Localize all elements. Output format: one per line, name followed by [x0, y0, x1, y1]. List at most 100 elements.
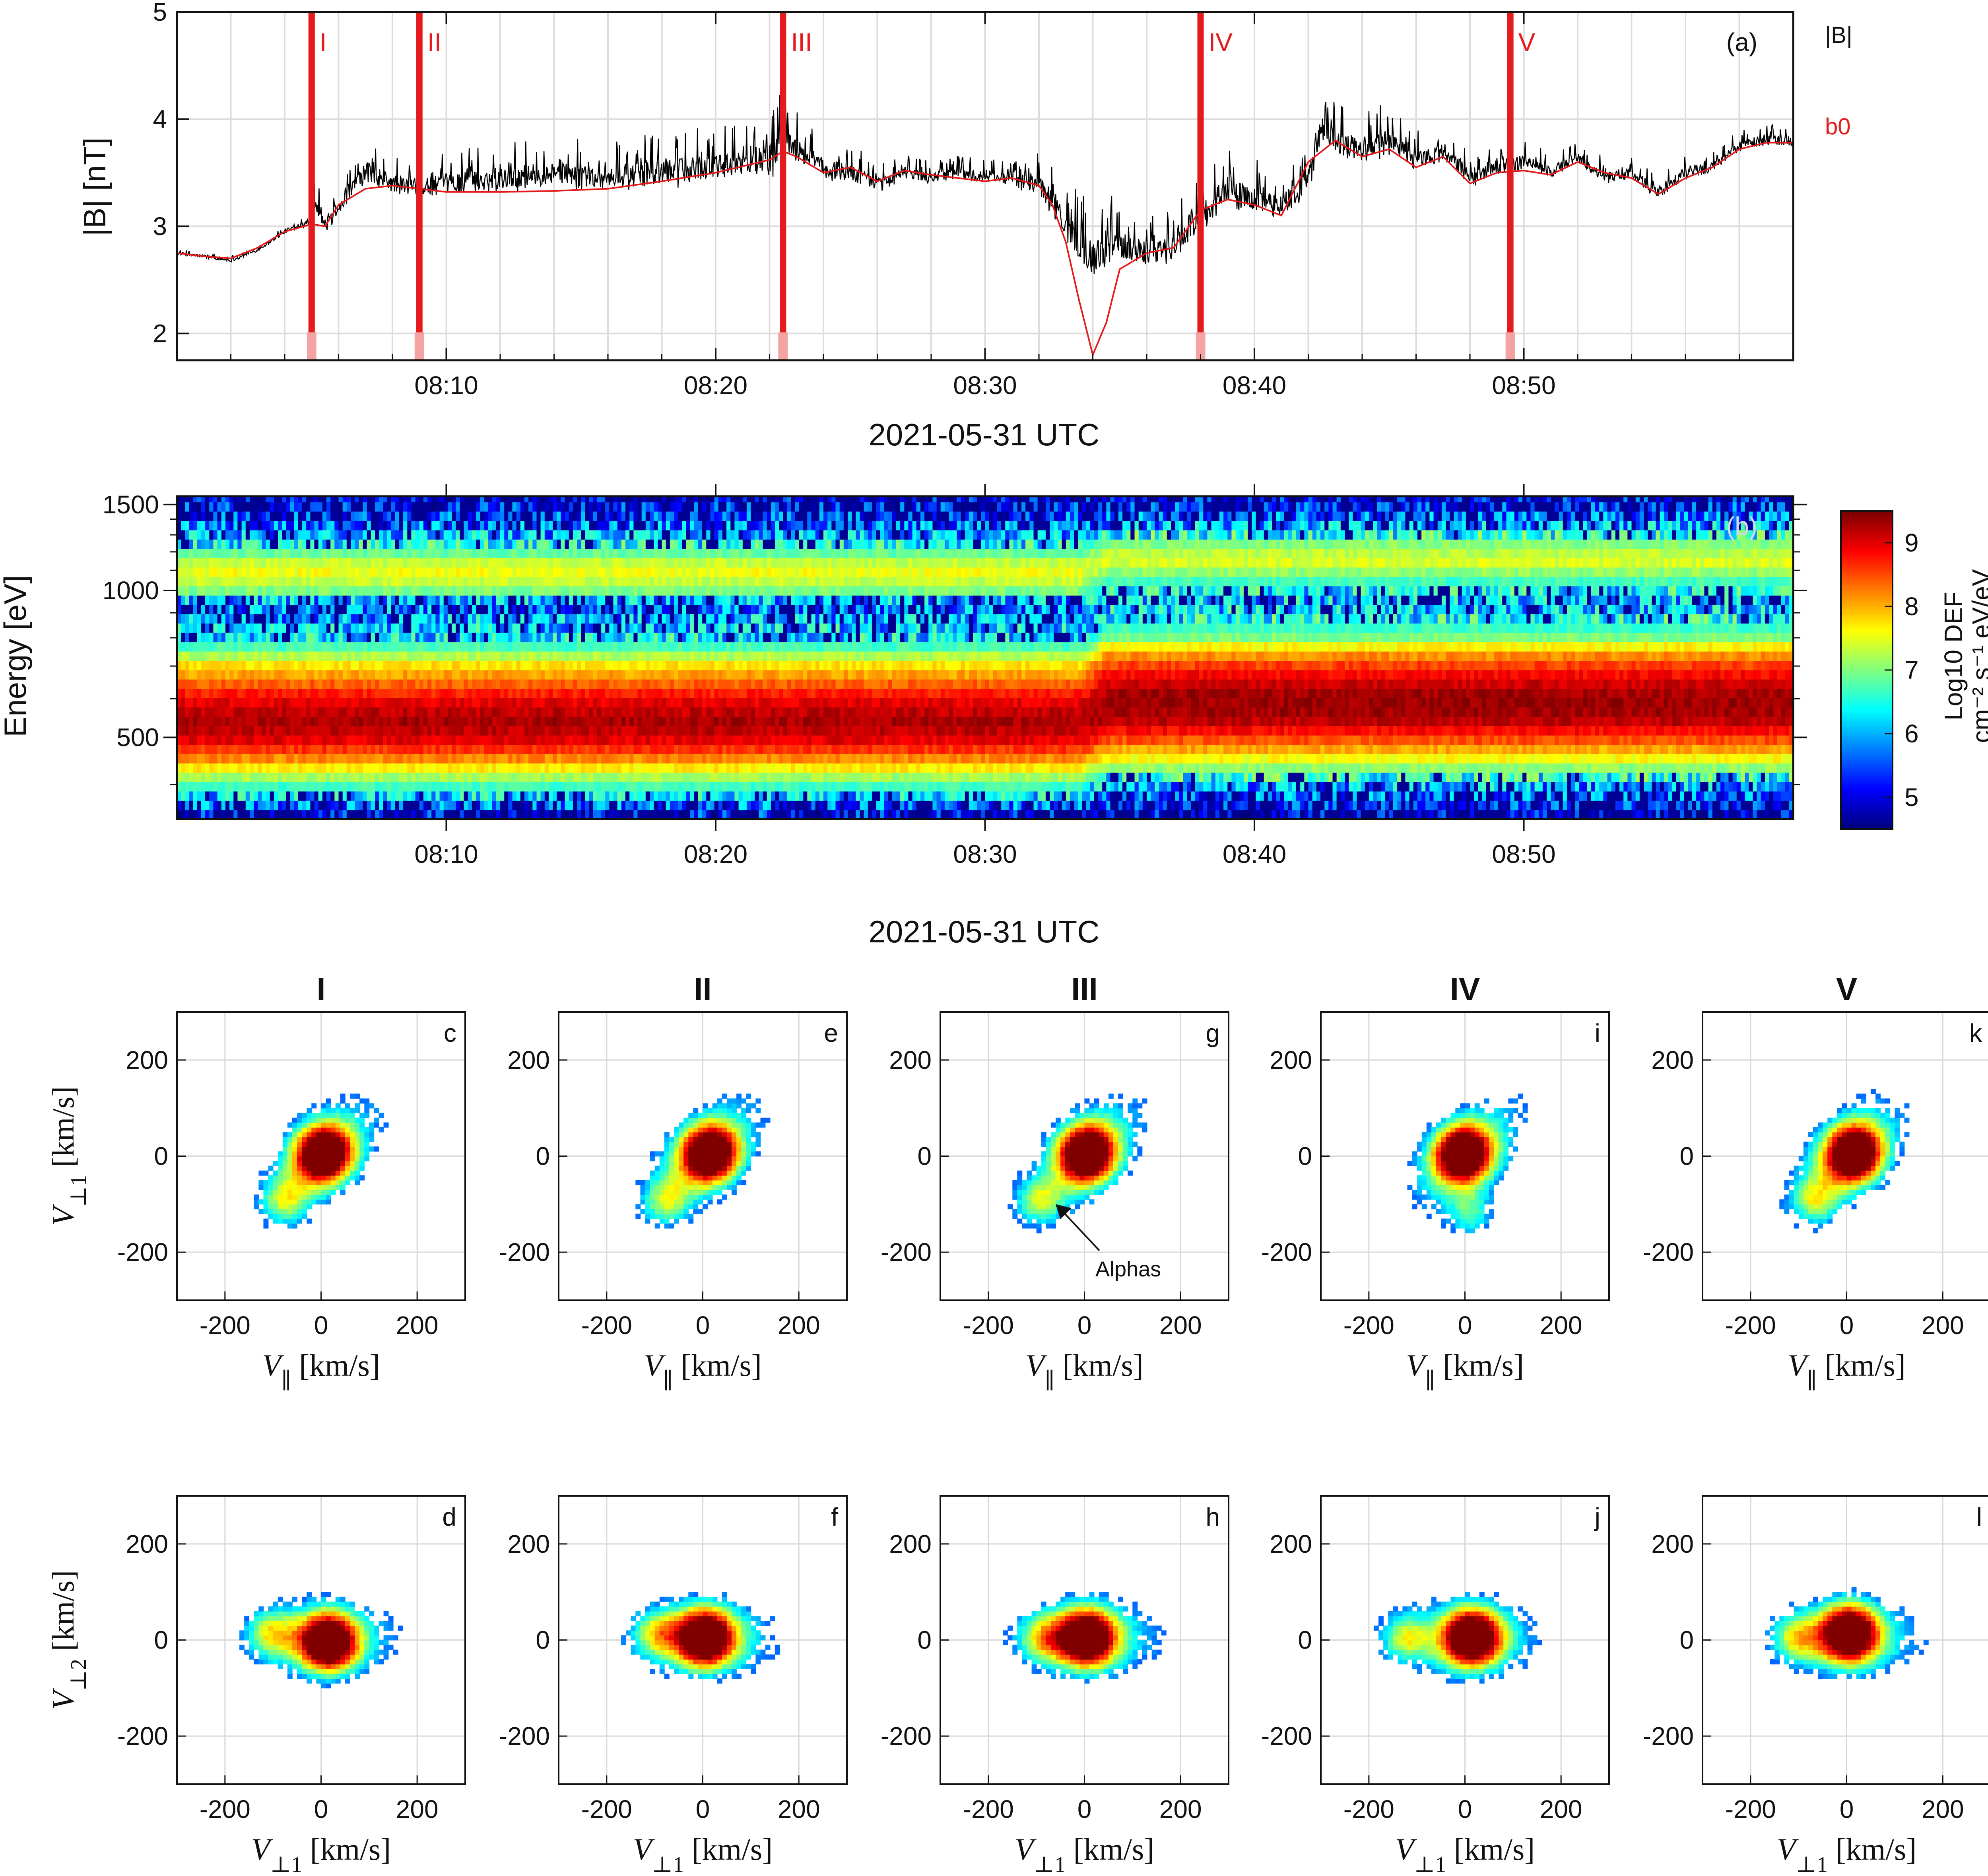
heatmap-cell [561, 735, 565, 745]
heatmap-cell [710, 744, 715, 754]
heatmap-cell [225, 651, 230, 661]
heatmap-cell [209, 604, 214, 614]
heatmap-cell [274, 604, 278, 614]
heatmap-cell [532, 707, 537, 717]
heatmap-cell [730, 511, 735, 521]
heatmap-cell [694, 651, 699, 661]
heatmap-cell [274, 586, 278, 596]
heatmap-cell [241, 558, 246, 568]
heatmap-cell [504, 496, 509, 503]
heatmap-cell [496, 810, 501, 819]
heatmap-cell [221, 567, 226, 577]
heatmap-cell [395, 791, 400, 801]
heatmap-cell [654, 698, 658, 708]
heatmap-cell [334, 726, 339, 736]
heatmap-cell [286, 567, 291, 577]
heatmap-cell [375, 763, 379, 773]
heatmap-cell [500, 810, 505, 819]
heatmap-cell [201, 502, 206, 512]
heatmap-cell [528, 595, 533, 605]
heatmap-cell [443, 502, 448, 512]
heatmap-cell [217, 698, 222, 708]
heatmap-cell [330, 735, 335, 745]
heatmap-cell [722, 520, 727, 530]
heatmap-cell [662, 707, 666, 717]
heatmap-cell [367, 623, 371, 633]
heatmap-cell [302, 735, 307, 745]
heatmap-cell [411, 791, 416, 801]
heatmap-cell [730, 800, 735, 810]
heatmap-cell [290, 735, 295, 745]
heatmap-cell [565, 511, 569, 521]
heatmap-cell [540, 810, 545, 819]
heatmap-cell [278, 567, 283, 577]
heatmap-cell [682, 707, 687, 717]
heatmap-cell [577, 800, 582, 810]
heatmap-cell [641, 502, 646, 512]
heatmap-cell [221, 642, 226, 652]
heatmap-cell [185, 502, 190, 512]
heatmap-cell [371, 586, 375, 596]
heatmap-cell [678, 502, 683, 512]
heatmap-cell [423, 548, 428, 558]
heatmap-cell [650, 679, 654, 689]
heatmap-cell [666, 763, 670, 773]
heatmap-cell [447, 577, 452, 586]
heatmap-cell [197, 726, 202, 736]
heatmap-cell [431, 586, 436, 596]
heatmap-cell [270, 632, 274, 643]
heatmap-cell [585, 800, 590, 810]
heatmap-cell [302, 754, 307, 764]
heatmap-cell [225, 679, 230, 689]
heatmap-cell [528, 586, 533, 596]
heatmap-cell [359, 632, 363, 643]
heatmap-cell [468, 558, 472, 568]
heatmap-cell [423, 772, 428, 782]
heatmap-cell [282, 754, 287, 764]
heatmap-cell [407, 688, 412, 698]
heatmap-cell [407, 698, 412, 708]
heatmap-cell [229, 726, 234, 736]
heatmap-cell [286, 604, 291, 614]
heatmap-cell [658, 577, 662, 586]
heatmap-cell [601, 520, 606, 530]
heatmap-cell [193, 632, 198, 643]
heatmap-cell [258, 548, 262, 558]
heatmap-cell [464, 660, 468, 670]
heatmap-cell [508, 744, 513, 754]
heatmap-cell [197, 642, 202, 652]
heatmap-cell [318, 567, 323, 577]
heatmap-cell [654, 716, 658, 726]
heatmap-cell [540, 530, 545, 540]
heatmap-cell [520, 614, 525, 624]
heatmap-cell [245, 502, 250, 512]
heatmap-cell [557, 670, 561, 680]
heatmap-cell [415, 688, 420, 698]
heatmap-cell [617, 558, 622, 568]
heatmap-cell [581, 520, 586, 530]
heatmap-cell [698, 604, 703, 614]
heatmap-cell [468, 511, 472, 521]
heatmap-cell [237, 520, 242, 530]
heatmap-cell [565, 595, 569, 605]
heatmap-cell [359, 520, 363, 530]
heatmap-cell [662, 595, 666, 605]
heatmap-cell [734, 530, 739, 540]
heatmap-cell [310, 688, 315, 698]
heatmap-cell [286, 810, 291, 819]
heatmap-cell [601, 642, 606, 652]
heatmap-cell [605, 520, 610, 530]
heatmap-cell [249, 698, 254, 708]
heatmap-cell [314, 726, 319, 736]
heatmap-cell [302, 614, 307, 624]
heatmap-cell [718, 530, 723, 540]
heatmap-cell [718, 772, 723, 782]
heatmap-cell [670, 614, 674, 624]
heatmap-cell [553, 698, 557, 708]
heatmap-cell [181, 558, 186, 568]
heatmap-cell [322, 791, 327, 801]
heatmap-cell [730, 558, 735, 568]
heatmap-cell [694, 660, 699, 670]
heatmap-cell [621, 772, 626, 782]
heatmap-cell [351, 623, 355, 633]
